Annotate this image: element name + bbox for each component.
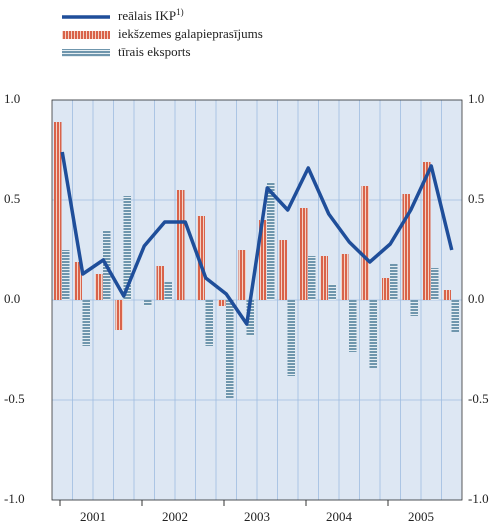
bar: [144, 300, 152, 306]
bar: [287, 300, 295, 376]
y2-tick-label: -1.0: [468, 491, 489, 506]
bar: [308, 256, 316, 300]
x-tick-label: 2002: [162, 509, 188, 524]
bar: [279, 240, 287, 300]
bar: [62, 250, 70, 300]
bar: [402, 194, 410, 300]
bar: [382, 278, 390, 300]
bar: [164, 282, 172, 300]
bar: [205, 300, 213, 346]
y-tick-label: 0.5: [4, 191, 20, 206]
bar: [238, 250, 246, 300]
y2-tick-label: -0.5: [468, 391, 489, 406]
legend-swatch: [62, 31, 110, 39]
bar: [390, 264, 398, 300]
bar: [115, 300, 123, 330]
bar: [267, 182, 275, 300]
bar: [369, 300, 377, 368]
bar: [328, 284, 336, 300]
y-tick-label: -1.0: [4, 491, 25, 506]
x-tick-label: 2003: [244, 509, 270, 524]
x-tick-label: 2004: [326, 509, 353, 524]
bar: [451, 300, 459, 332]
x-tick-label: 2005: [408, 509, 434, 524]
legend-text: tīrais eksports: [118, 44, 191, 59]
bar: [74, 262, 82, 300]
y2-tick-label: 0.0: [468, 291, 484, 306]
bar: [410, 300, 418, 316]
bar: [443, 290, 451, 300]
plot-frame: [51, 99, 463, 501]
bar: [423, 162, 431, 300]
bar: [431, 268, 439, 300]
legend-label: tīrais eksports: [118, 44, 191, 59]
bar: [300, 208, 308, 300]
bar: [349, 300, 357, 352]
legend-label: reālais IKP1): [118, 7, 184, 23]
bar: [361, 186, 369, 300]
x-tick-label: 2001: [80, 509, 106, 524]
bar: [197, 216, 205, 300]
bar: [177, 190, 185, 300]
bar: [82, 300, 90, 346]
bar: [95, 274, 103, 300]
bar: [341, 254, 349, 300]
line: [60, 151, 454, 326]
legend-note: 1): [176, 7, 184, 17]
y2-tick-label: 1.0: [468, 91, 484, 106]
legend-label: iekšzemes galapieprasījums: [118, 26, 263, 41]
y-tick-label: 1.0: [4, 91, 20, 106]
legend-text: reālais IKP: [118, 8, 176, 23]
bar: [54, 122, 62, 300]
bar: [226, 300, 234, 398]
bar: [246, 300, 254, 336]
bar: [123, 196, 131, 300]
y-tick-label: -0.5: [4, 391, 25, 406]
bar: [259, 220, 267, 300]
legend-swatch: [62, 49, 110, 57]
y2-tick-label: 0.5: [468, 191, 484, 206]
bar: [156, 266, 164, 300]
legend-text: iekšzemes galapieprasījums: [118, 26, 263, 41]
bar: [218, 300, 226, 306]
y-tick-label: 0.0: [4, 291, 20, 306]
bar: [320, 256, 328, 300]
